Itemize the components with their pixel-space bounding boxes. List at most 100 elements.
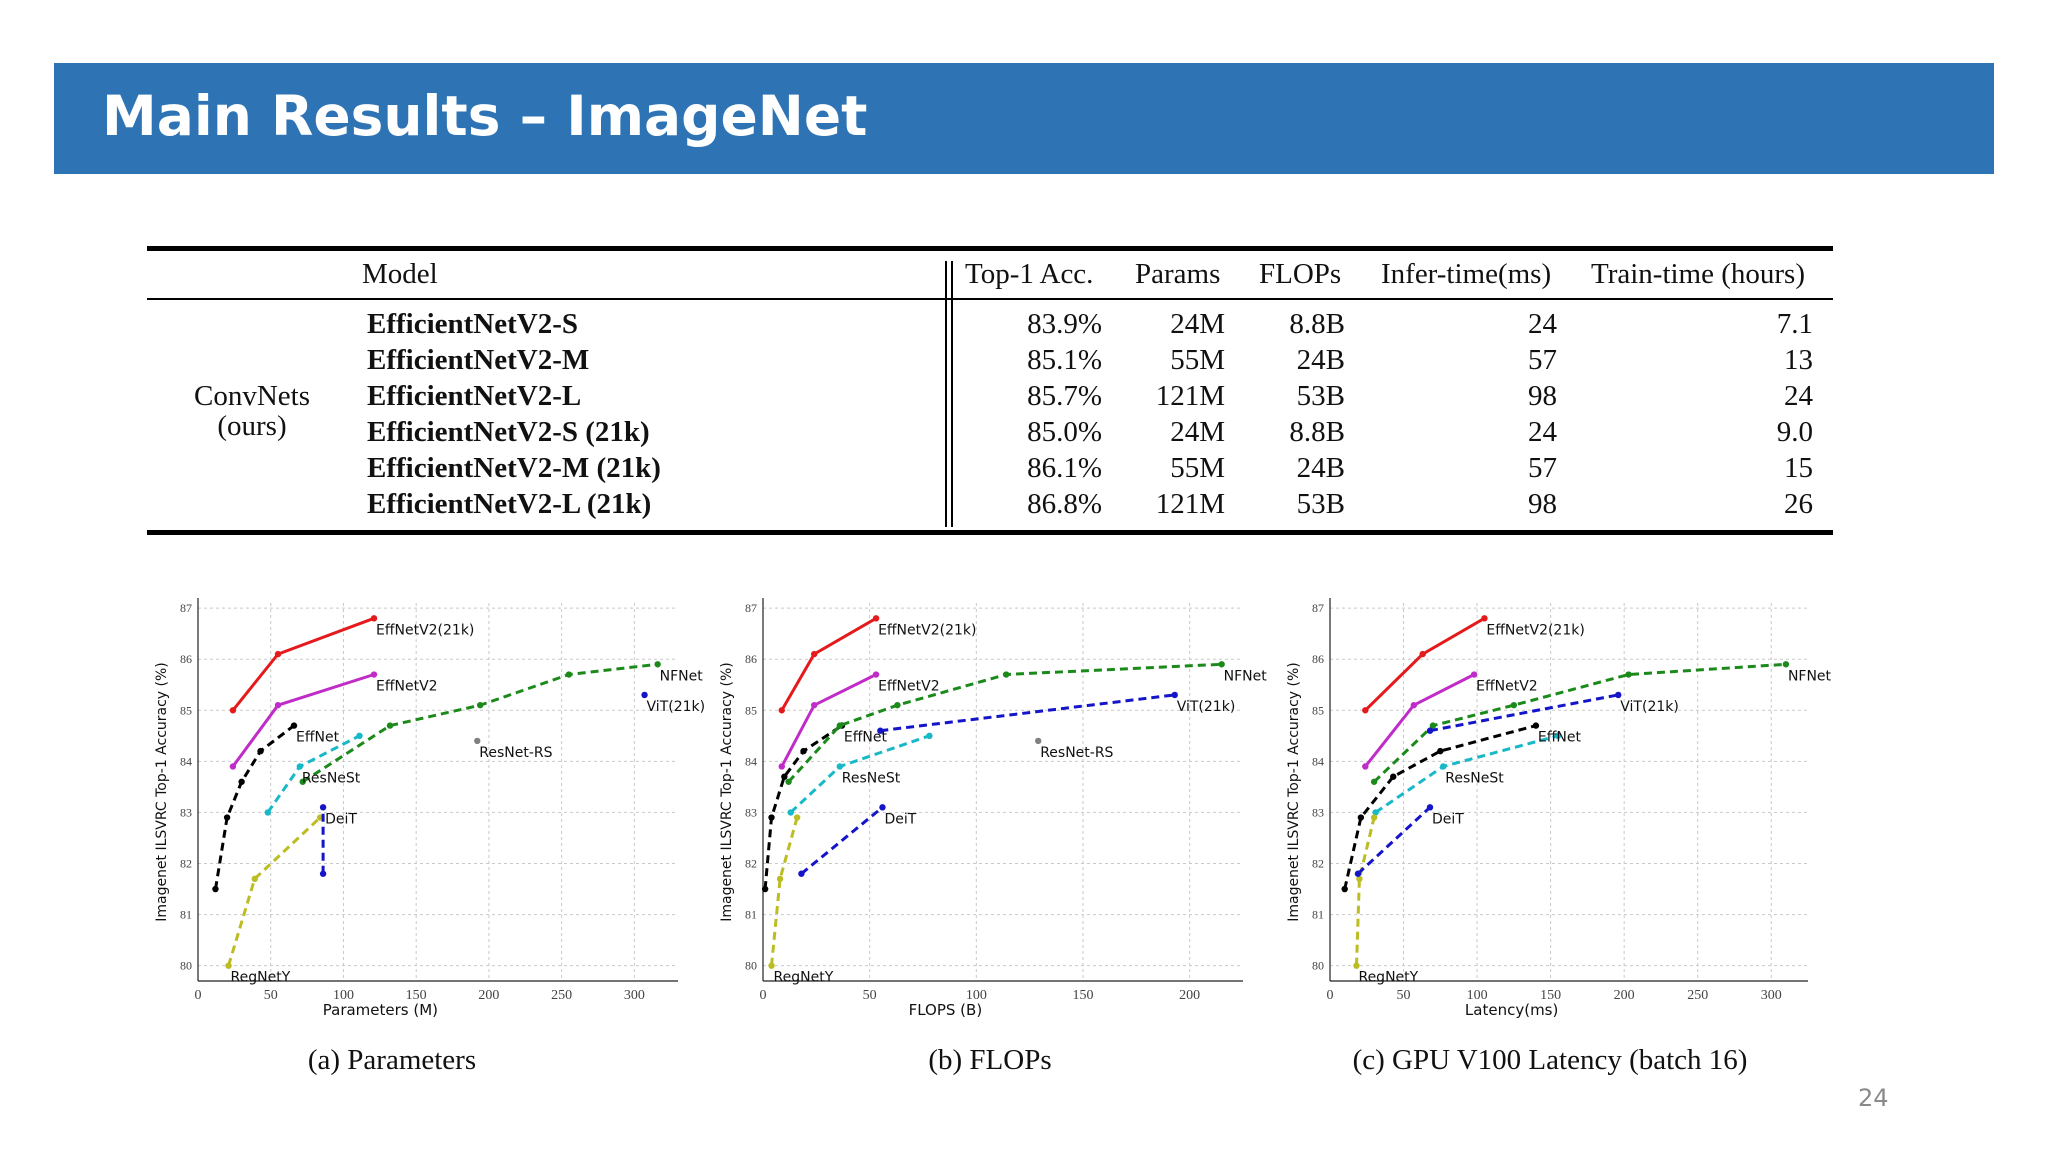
header-params: Params (1135, 258, 1221, 290)
y-tick-label: 85 (1312, 703, 1324, 717)
series-effnet-point (223, 814, 231, 821)
x-tick-label: 150 (1540, 988, 1561, 1003)
series-annotation: RegNetY (231, 970, 291, 986)
y-tick-label: 86 (180, 652, 192, 666)
series-annotation: ResNet-RS (479, 745, 552, 761)
x-tick-label: 250 (551, 988, 572, 1003)
series-vit-21k--point (1171, 691, 1178, 699)
cell-acc: 86.8% (1027, 488, 1102, 520)
series-effnetv2-21k--point (778, 707, 785, 714)
x-tick-label: 150 (406, 988, 427, 1003)
series-regnety-point (225, 962, 232, 969)
series-nfnet-point (1003, 671, 1010, 678)
x-tick-label: 50 (1397, 988, 1411, 1003)
cell-infer: 57 (1528, 344, 1557, 376)
series-effnetv2-point (1410, 701, 1418, 709)
cell-model: EfficientNetV2-L (367, 380, 582, 412)
series-resnet-rs-point (474, 737, 481, 745)
y-tick-label: 81 (1312, 908, 1324, 922)
x-tick-label: 100 (1467, 988, 1488, 1003)
x-tick-label: 150 (1073, 988, 1094, 1003)
series-resnest-point (1440, 763, 1447, 770)
series-effnetv2-21k--point (1419, 650, 1426, 658)
y-tick-label: 81 (180, 908, 192, 922)
y-tick-label: 84 (180, 754, 192, 768)
series-annotation: NFNet (660, 668, 704, 684)
page-number: 24 (1858, 1084, 1889, 1112)
series-annotation: EffNetV2(21k) (376, 622, 474, 638)
cell-infer: 24 (1528, 416, 1557, 448)
series-effnet-point (257, 747, 264, 755)
series-annotation: EffNetV2 (878, 679, 940, 695)
series-nfnet-point (565, 671, 573, 678)
y-tick-label: 81 (745, 908, 757, 922)
series-resnest-point (836, 763, 843, 770)
table-top-rule (147, 246, 1833, 251)
x-tick-label: 250 (1687, 988, 1708, 1003)
series-deit-point (319, 870, 327, 877)
series-nfnet-point (785, 778, 792, 785)
series-effnetv2-point (778, 763, 785, 770)
header-acc: Top-1 Acc. (965, 258, 1094, 290)
series-resnest-point (264, 809, 272, 816)
series-effnet-point (212, 885, 219, 893)
series-vit-21k--point (1615, 691, 1622, 699)
series-nfnet-point (1218, 661, 1225, 668)
cell-infer: 24 (1528, 308, 1557, 340)
series-annotation: DeiT (325, 811, 357, 827)
header-model: Model (362, 258, 438, 290)
series-annotation: EffNet (296, 730, 340, 746)
series-regnety-line (1355, 817, 1376, 966)
series-annotation: ViT(21k) (647, 699, 706, 715)
cell-train: 15 (1784, 452, 1813, 484)
series-effnet-point (1357, 814, 1365, 821)
y-tick-label: 80 (180, 959, 192, 973)
series-effnetv2-21k--line (1364, 617, 1486, 712)
x-tick-label: 200 (478, 988, 499, 1003)
series-effnetv2-point (1362, 763, 1369, 770)
series-deit-point (879, 804, 886, 811)
series-annotation: EffNetV2 (1476, 679, 1538, 695)
y-tick-label: 80 (1312, 959, 1324, 973)
series-nfnet-point (1782, 661, 1790, 668)
cell-params: 121M (1155, 380, 1225, 412)
series-annotation: DeiT (884, 811, 916, 827)
series-effnetv2-21k--point (1362, 707, 1369, 714)
series-effnetv2-point (811, 701, 818, 709)
cell-model: EfficientNetV2-M (21k) (367, 452, 661, 484)
y-tick-label: 87 (745, 601, 757, 615)
caption-flops: (b) FLOPs (928, 1044, 1052, 1076)
cell-train: 7.1 (1776, 308, 1813, 340)
series-effnet-line (1343, 724, 1537, 890)
series-nfnet-point (299, 778, 306, 785)
cell-infer: 98 (1528, 488, 1557, 520)
group-label-line1: ConvNets (194, 380, 310, 412)
y-tick-label: 85 (180, 703, 192, 717)
series-effnet-point (1437, 747, 1444, 755)
table-bottom-rule (147, 530, 1833, 535)
series-deit-line (1356, 806, 1432, 875)
cell-infer: 57 (1528, 452, 1557, 484)
y-axis-label: Imagenet ILSVRC Top-1 Accuracy (%) (719, 662, 735, 922)
series-regnety-point (1353, 962, 1360, 969)
cell-params: 55M (1170, 344, 1225, 376)
cell-flops: 53B (1296, 380, 1345, 412)
x-tick-label: 300 (1761, 988, 1782, 1003)
chart-0: 80 81 82 83 84 85 86 87 0 50 100 150 200 250 300 Parame… (154, 598, 705, 1019)
series-nfnet-line (301, 662, 658, 784)
series-regnety-point (1356, 875, 1363, 883)
y-tick-label: 85 (745, 703, 757, 717)
cell-model: EfficientNetV2-S (367, 308, 579, 340)
x-tick-label: 50 (863, 988, 877, 1003)
series-deit-line (800, 806, 884, 875)
series-annotation: NFNet (1788, 668, 1832, 684)
series-resnest-point (926, 732, 933, 740)
cell-train: 9.0 (1776, 416, 1813, 448)
cell-acc: 85.0% (1027, 416, 1102, 448)
y-tick-label: 82 (180, 857, 192, 871)
series-nfnet-point (894, 701, 901, 709)
cell-acc: 85.7% (1027, 380, 1102, 412)
cell-acc: 83.9% (1027, 308, 1102, 340)
cell-flops: 53B (1296, 488, 1345, 520)
x-tick-label: 200 (1179, 988, 1200, 1003)
